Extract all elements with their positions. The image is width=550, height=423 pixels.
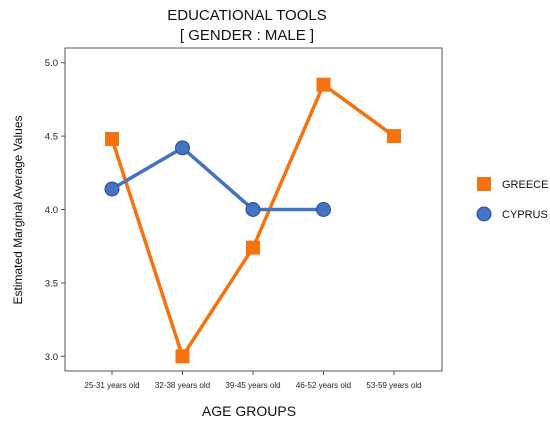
data-point-greece [175,349,190,364]
data-point-greece [316,77,331,92]
x-tick-label: 53-59 years old [366,381,421,390]
data-point-greece [105,132,119,147]
y-tick-label: 5.0 [45,58,58,69]
data-point-greece [387,129,401,144]
y-tick-label: 4.5 [45,132,58,143]
y-tick-label: 3.5 [45,278,58,289]
x-axis: 25-31 years old 32-38 years old 39-45 year… [84,371,422,390]
y-tick-label: 4.0 [45,205,58,216]
legend-label-greece: GREECE [502,179,548,191]
y-tick-label: 3.0 [45,352,58,363]
data-point-cyprus [175,140,190,156]
x-tick-label: 39-45 years old [225,381,280,390]
y-axis-label: Estimated Marginal Average Values [11,116,25,305]
chart-subtitle: [ GENDER : MALE ] [180,27,314,44]
data-point-greece [246,240,260,255]
x-tick-label: 46-52 years old [296,381,351,390]
series-line-cyprus [111,146,324,212]
series-greece [105,77,401,364]
data-point-cyprus [104,181,120,197]
x-tick-label: 32-38 years old [155,381,210,390]
chart-title: EDUCATIONAL TOOLS [167,7,327,24]
y-axis: 3.0 3.5 4.0 4.5 5.0 [45,58,65,363]
data-point-cyprus [245,202,261,217]
x-tick-label: 25-31 years old [84,381,139,390]
legend-marker-cyprus [476,206,492,222]
series-cyprus [104,140,331,217]
series-layer [104,77,401,364]
x-axis-label: AGE GROUPS [202,403,296,419]
legend-marker-greece [477,177,491,191]
legend: GREECE CYPRUS [476,177,548,222]
data-point-cyprus [316,202,331,217]
legend-label-cyprus: CYPRUS [502,209,548,221]
